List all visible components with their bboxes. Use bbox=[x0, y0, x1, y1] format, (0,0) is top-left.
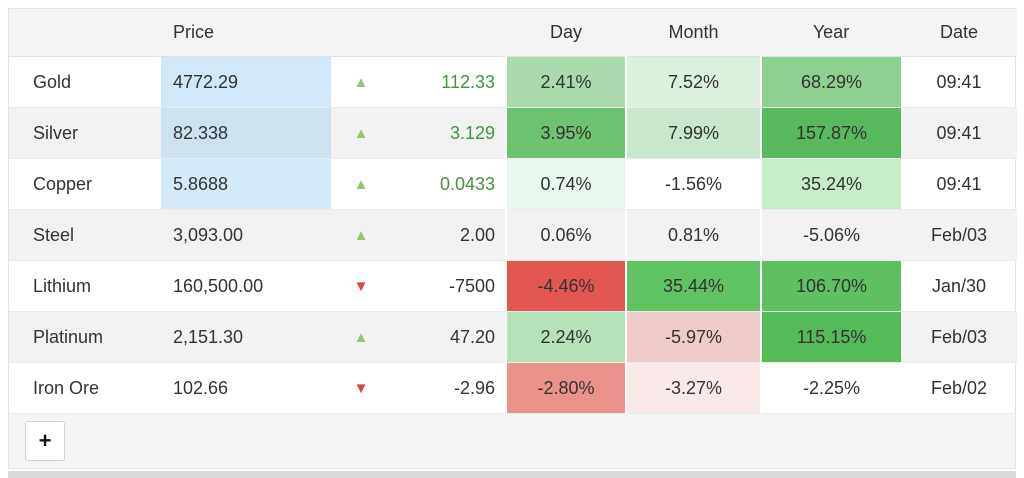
price-cell: 82.338 bbox=[161, 107, 331, 159]
commodity-name[interactable]: Iron Ore bbox=[33, 377, 100, 398]
commodity-name[interactable]: Silver bbox=[33, 122, 79, 143]
month-change-cell: 0.81% bbox=[625, 209, 761, 261]
commodities-table: Price Day Month Year Date Gold 4772.29 ▲… bbox=[9, 9, 1017, 414]
header-name bbox=[9, 9, 161, 57]
day-change-cell: -4.46% bbox=[505, 260, 626, 312]
year-change-cell: 35.24% bbox=[760, 158, 901, 210]
date-cell: Feb/03 bbox=[930, 224, 988, 245]
date-cell: 09:41 bbox=[936, 173, 982, 194]
header-month[interactable]: Month bbox=[626, 9, 761, 57]
month-change-cell: -1.56% bbox=[625, 158, 761, 210]
header-row: Price Day Month Year Date bbox=[9, 9, 1017, 57]
day-change-cell: 2.24% bbox=[505, 311, 626, 363]
commodity-name[interactable]: Steel bbox=[33, 224, 75, 245]
up-arrow-icon: ▲ bbox=[353, 328, 369, 346]
date-cell: 09:41 bbox=[936, 122, 982, 143]
up-arrow-icon: ▲ bbox=[353, 175, 369, 193]
day-change-cell: 3.95% bbox=[505, 107, 626, 159]
header-day[interactable]: Day bbox=[506, 9, 626, 57]
header-change bbox=[391, 9, 506, 57]
year-change-cell: 68.29% bbox=[760, 56, 901, 108]
year-change-cell: 115.15% bbox=[760, 311, 901, 363]
commodity-name[interactable]: Copper bbox=[33, 173, 93, 194]
day-change-cell: -2.80% bbox=[505, 362, 626, 414]
month-change-cell: -3.27% bbox=[625, 362, 761, 414]
month-change-cell: -5.97% bbox=[625, 311, 761, 363]
commodities-price-widget: Price Day Month Year Date Gold 4772.29 ▲… bbox=[8, 8, 1017, 469]
header-price[interactable]: Price bbox=[161, 9, 331, 57]
table-row-lithium: Lithium 160,500.00 ▼ -7500 -4.46% 35.44%… bbox=[9, 260, 1017, 312]
price-cell: 102.66 bbox=[173, 377, 229, 398]
commodity-name[interactable]: Gold bbox=[33, 71, 72, 92]
year-change-cell: 157.87% bbox=[760, 107, 901, 159]
day-change-cell: 0.74% bbox=[505, 158, 626, 210]
commodity-name[interactable]: Lithium bbox=[33, 275, 92, 296]
year-change-cell: -5.06% bbox=[760, 209, 901, 261]
table-row-gold: Gold 4772.29 ▲ 112.33 2.41% 7.52% 68.29%… bbox=[9, 56, 1017, 108]
price-cell: 3,093.00 bbox=[173, 224, 244, 245]
table-row-silver: Silver 82.338 ▲ 3.129 3.95% 7.99% 157.87… bbox=[9, 107, 1017, 159]
table-row-platinum: Platinum 2,151.30 ▲ 47.20 2.24% -5.97% 1… bbox=[9, 311, 1017, 363]
up-arrow-icon: ▲ bbox=[353, 124, 369, 142]
table-row-iron-ore: Iron Ore 102.66 ▼ -2.96 -2.80% -3.27% -2… bbox=[9, 362, 1017, 414]
header-year[interactable]: Year bbox=[761, 9, 901, 57]
widget-footer: + bbox=[9, 414, 1015, 468]
price-cell: 160,500.00 bbox=[173, 275, 264, 296]
price-cell: 5.8688 bbox=[161, 158, 331, 210]
date-cell: Jan/30 bbox=[931, 275, 987, 296]
date-cell: Feb/03 bbox=[930, 326, 988, 347]
bottom-strip bbox=[8, 471, 1016, 478]
add-commodity-button[interactable]: + bbox=[25, 421, 65, 461]
day-change-cell: 0.06% bbox=[505, 209, 626, 261]
change-cell: 0.0433 bbox=[439, 173, 495, 194]
change-cell: 47.20 bbox=[449, 326, 495, 347]
change-cell: -7500 bbox=[448, 275, 495, 296]
change-cell: 2.00 bbox=[459, 224, 495, 245]
change-cell: -2.96 bbox=[453, 377, 495, 398]
up-arrow-icon: ▲ bbox=[353, 73, 369, 91]
year-change-cell: -2.25% bbox=[760, 362, 901, 414]
day-change-cell: 2.41% bbox=[505, 56, 626, 108]
down-arrow-icon: ▼ bbox=[353, 379, 369, 397]
header-arrow bbox=[331, 9, 391, 57]
date-cell: 09:41 bbox=[936, 71, 982, 92]
month-change-cell: 35.44% bbox=[625, 260, 761, 312]
date-cell: Feb/02 bbox=[930, 377, 988, 398]
price-cell: 2,151.30 bbox=[173, 326, 244, 347]
down-arrow-icon: ▼ bbox=[353, 277, 369, 295]
month-change-cell: 7.52% bbox=[625, 56, 761, 108]
table-row-copper: Copper 5.8688 ▲ 0.0433 0.74% -1.56% 35.2… bbox=[9, 158, 1017, 210]
up-arrow-icon: ▲ bbox=[353, 226, 369, 244]
price-cell: 4772.29 bbox=[161, 56, 331, 108]
table-row-steel: Steel 3,093.00 ▲ 2.00 0.06% 0.81% -5.06%… bbox=[9, 209, 1017, 261]
month-change-cell: 7.99% bbox=[625, 107, 761, 159]
header-date[interactable]: Date bbox=[901, 9, 1017, 57]
year-change-cell: 106.70% bbox=[760, 260, 901, 312]
change-cell: 3.129 bbox=[449, 122, 495, 143]
change-cell: 112.33 bbox=[441, 71, 495, 92]
commodity-name[interactable]: Platinum bbox=[33, 326, 104, 347]
